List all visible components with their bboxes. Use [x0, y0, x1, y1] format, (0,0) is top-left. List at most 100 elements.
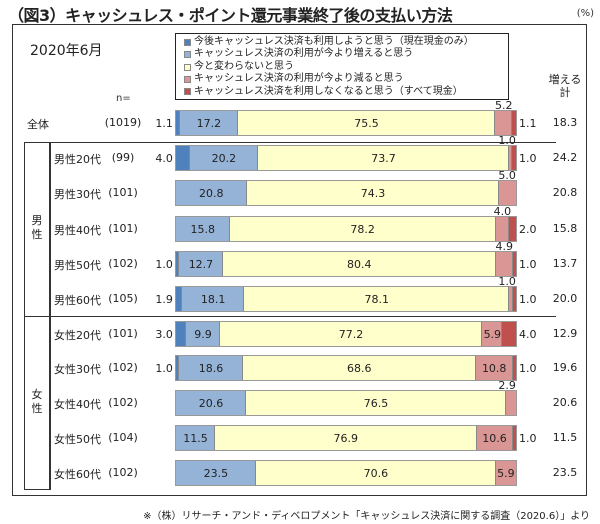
data-label: 11.5 — [183, 431, 208, 445]
bar-segment — [176, 287, 183, 311]
data-label: 1.1 — [519, 116, 537, 130]
category-label: 男性20代 — [54, 153, 101, 166]
category-label: 全体 — [27, 118, 49, 131]
n-label: (102) — [108, 257, 138, 270]
bar-segment — [512, 111, 517, 135]
stacked-bar — [176, 391, 516, 415]
data-label: 80.4 — [346, 257, 372, 271]
data-label: 1.0 — [519, 151, 537, 165]
category-label: 男性40代 — [54, 224, 101, 237]
stacked-bar — [176, 287, 517, 311]
stacked-bar — [176, 217, 516, 241]
bar-segment — [229, 217, 496, 241]
bar-segment — [258, 146, 509, 170]
n-label: (99) — [111, 151, 135, 164]
data-label: 70.6 — [363, 466, 389, 480]
data-label: 15.8 — [190, 222, 216, 236]
group-label-char: 女 — [31, 388, 43, 401]
data-label: 2.9 — [498, 379, 516, 392]
legend-item: キャッシュレス決済の利用が今より増えると思う — [184, 48, 508, 60]
divider-line — [24, 142, 556, 143]
data-label: 1.0 — [498, 275, 516, 288]
bar-segment — [186, 322, 220, 346]
increase-total-value: 23.5 — [552, 466, 578, 479]
increase-total-value: 12.9 — [552, 327, 578, 340]
n-label: (101) — [108, 186, 138, 199]
stacked-bar — [176, 322, 516, 346]
increase-total-value: 24.2 — [552, 151, 578, 164]
bar-segment — [495, 252, 513, 276]
bar-segment — [176, 217, 230, 241]
increase-total-value: 11.5 — [552, 431, 578, 444]
n-header: n= — [116, 93, 131, 104]
legend: 今後キャッシュレス決済も利用しようと思う（現在現金のみ） キャッシュレス決済の利用… — [175, 33, 509, 100]
bar-segment — [512, 426, 516, 450]
stacked-bar — [176, 181, 516, 205]
legend-label: キャッシュレス決済を利用しなくなると思う（すべて現金） — [194, 85, 463, 97]
increase-total-value: 20.6 — [552, 396, 578, 409]
category-label: 男性60代 — [54, 294, 101, 307]
data-label: 5.9 — [497, 466, 515, 480]
data-label: 17.2 — [196, 116, 222, 130]
data-label: 12.7 — [188, 257, 214, 271]
data-label: 74.3 — [360, 186, 386, 200]
increase-header-line2: 計 — [559, 86, 571, 99]
data-label: 78.1 — [364, 292, 389, 306]
data-label: 4.0 — [493, 205, 512, 218]
chart-title: （図3）キャッシュレス・ポイント還元事業終了後の支払い方法 — [8, 6, 453, 25]
data-label: 1.0 — [519, 257, 537, 271]
category-label: 女性50代 — [54, 433, 101, 446]
n-label: (104) — [108, 431, 138, 444]
data-label: 76.9 — [333, 431, 359, 445]
data-label: 1.0 — [155, 257, 173, 271]
data-label: 77.2 — [338, 327, 364, 341]
legend-item: 今と変わらないと思う — [184, 61, 508, 73]
increase-total-value: 13.7 — [552, 257, 578, 270]
bar-segment — [176, 356, 180, 380]
bar-segment — [176, 426, 216, 450]
data-label: 20.2 — [211, 151, 237, 165]
increase-total-value: 20.8 — [552, 186, 578, 199]
bar-segment — [495, 461, 516, 485]
n-label: (102) — [108, 361, 138, 374]
data-label: 18.1 — [200, 292, 226, 306]
bar-segment — [508, 146, 513, 170]
data-label: 2.0 — [519, 222, 537, 236]
n-label: (101) — [108, 222, 138, 235]
n-label: (102) — [108, 396, 138, 409]
bar-segment — [176, 111, 180, 135]
group-label-female: 女 性 — [30, 388, 44, 416]
bar-segment — [215, 426, 477, 450]
legend-label: 今と変わらないと思う — [194, 60, 294, 72]
data-label: 3.0 — [155, 327, 173, 341]
group-label-male: 男 性 — [30, 214, 44, 242]
group-label-char: 性 — [31, 402, 43, 415]
data-label: 10.8 — [481, 361, 507, 375]
data-label: 1.0 — [498, 134, 516, 147]
data-label: 20.6 — [198, 396, 224, 410]
legend-swatch — [184, 51, 191, 59]
divider-line — [24, 316, 556, 317]
legend-item: 今後キャッシュレス決済も利用しようと思う（現在現金のみ） — [184, 36, 508, 48]
stacked-bar — [176, 111, 517, 135]
data-label: 78.2 — [350, 222, 375, 236]
legend-swatch — [184, 38, 191, 46]
legend-label: キャッシュレス決済の利用が今より増えると思う — [194, 48, 414, 60]
data-label: 4.9 — [495, 240, 513, 253]
bar-segment — [512, 287, 517, 311]
increase-total-value: 20.0 — [552, 292, 578, 305]
bar-segment — [179, 252, 223, 276]
n-label: (101) — [108, 327, 138, 340]
legend-item: キャッシュレス決済を利用しなくなると思う（すべて現金） — [184, 86, 508, 98]
bar-segment — [495, 217, 510, 241]
bar-segment — [476, 426, 513, 450]
n-label: (1019) — [104, 116, 142, 129]
data-label: 76.5 — [363, 396, 389, 410]
bar-segment — [219, 322, 483, 346]
bar-segment — [494, 111, 513, 135]
legend-swatch — [184, 88, 191, 96]
category-label: 男性50代 — [54, 259, 101, 272]
bar-segment — [242, 356, 476, 380]
data-label: 9.9 — [194, 327, 212, 341]
data-label: 1.9 — [155, 292, 173, 306]
